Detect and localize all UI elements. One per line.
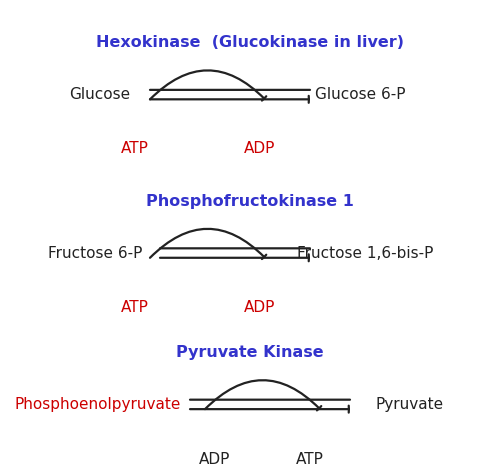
Text: ATP: ATP <box>121 300 149 315</box>
Text: Hexokinase  (Glucokinase in liver): Hexokinase (Glucokinase in liver) <box>96 35 404 50</box>
Text: Fructose 1,6-bis-P: Fructose 1,6-bis-P <box>297 245 433 261</box>
Text: ADP: ADP <box>244 141 276 157</box>
Text: ATP: ATP <box>121 141 149 157</box>
Text: Phosphofructokinase 1: Phosphofructokinase 1 <box>146 193 354 209</box>
Text: Phosphoenolpyruvate: Phosphoenolpyruvate <box>14 397 180 412</box>
Text: ADP: ADP <box>200 452 230 467</box>
Text: Glucose: Glucose <box>70 87 130 102</box>
Text: Glucose 6-P: Glucose 6-P <box>315 87 405 102</box>
Text: Pyruvate: Pyruvate <box>376 397 444 412</box>
Text: Pyruvate Kinase: Pyruvate Kinase <box>176 345 324 360</box>
Text: Fructose 6-P: Fructose 6-P <box>48 245 142 261</box>
Text: ADP: ADP <box>244 300 276 315</box>
Text: ATP: ATP <box>296 452 324 467</box>
